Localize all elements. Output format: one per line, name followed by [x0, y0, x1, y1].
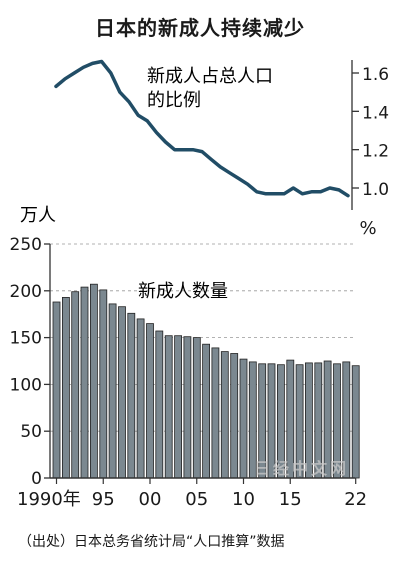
count-bar-chart: 万人 0 50 100 150 200 250 1990年 95 00 05 10 15 22 新成人… [10, 205, 368, 510]
count-bar [136, 318, 145, 479]
count-bar [202, 343, 211, 479]
count-y-tick-label: 150 [10, 329, 42, 349]
count-x-tick-label: 22 [344, 489, 367, 510]
source-note: （出处）日本总务省统计局“人口推算”数据 [18, 534, 285, 550]
count-x-tick-label: 1990年 [17, 489, 81, 510]
count-bar [183, 336, 192, 479]
count-bar [230, 353, 239, 479]
count-bar [351, 365, 360, 479]
ratio-series-label-line2: 的比例 [147, 90, 201, 111]
ratio-y-tick-label: 1.4 [362, 103, 389, 123]
count-bar [71, 291, 80, 479]
count-bar [80, 286, 89, 479]
count-bar [164, 335, 173, 479]
count-y-ticks: 0 50 100 150 200 250 [10, 235, 50, 489]
count-x-tick-label: 05 [185, 489, 208, 510]
ratio-y-ticks: 1.0 1.2 1.4 1.6 [352, 65, 389, 200]
count-bar [90, 283, 98, 479]
count-bar [118, 306, 126, 479]
count-unit-label: 万人 [20, 205, 56, 226]
count-bar [99, 289, 108, 479]
count-series-label: 新成人数量 [138, 281, 228, 302]
count-y-tick-label: 250 [10, 235, 42, 255]
ratio-y-tick-label: 1.2 [362, 142, 389, 162]
ratio-y-tick-label: 1.6 [362, 65, 389, 85]
watermark-logo: 日经中文网 [254, 459, 350, 478]
count-x-ticks: 1990年 95 00 05 10 15 22 [17, 478, 367, 510]
count-x-tick-label: 95 [92, 489, 115, 510]
count-y-tick-label: 0 [31, 469, 42, 489]
ratio-line-chart: 1.0 1.2 1.4 1.6 % 新成人占总人口 的比例 [54, 59, 389, 239]
count-bar [108, 303, 117, 479]
count-y-tick-label: 100 [10, 375, 42, 395]
count-bar [52, 301, 61, 479]
ratio-unit-label: % [359, 218, 376, 239]
count-bar [239, 358, 248, 479]
count-bar [146, 323, 154, 479]
count-bar [155, 330, 164, 479]
count-bar [211, 347, 220, 479]
count-bar [127, 312, 136, 479]
count-x-tick-label: 00 [139, 489, 162, 510]
ratio-y-tick-label: 1.0 [362, 180, 389, 200]
count-bar [192, 337, 201, 479]
count-y-tick-label: 50 [20, 422, 42, 442]
count-x-tick-label: 10 [232, 489, 255, 510]
count-y-tick-label: 200 [10, 282, 42, 302]
count-bars [52, 283, 360, 479]
chart-title: 日本的新成人持续减少 [95, 16, 305, 40]
ratio-series-label-line1: 新成人占总人口 [147, 66, 273, 87]
count-bar [62, 296, 70, 479]
ratio-series-line [54, 59, 350, 198]
count-bar [220, 351, 229, 479]
count-x-tick-label: 15 [279, 489, 302, 510]
count-bar [174, 335, 183, 479]
